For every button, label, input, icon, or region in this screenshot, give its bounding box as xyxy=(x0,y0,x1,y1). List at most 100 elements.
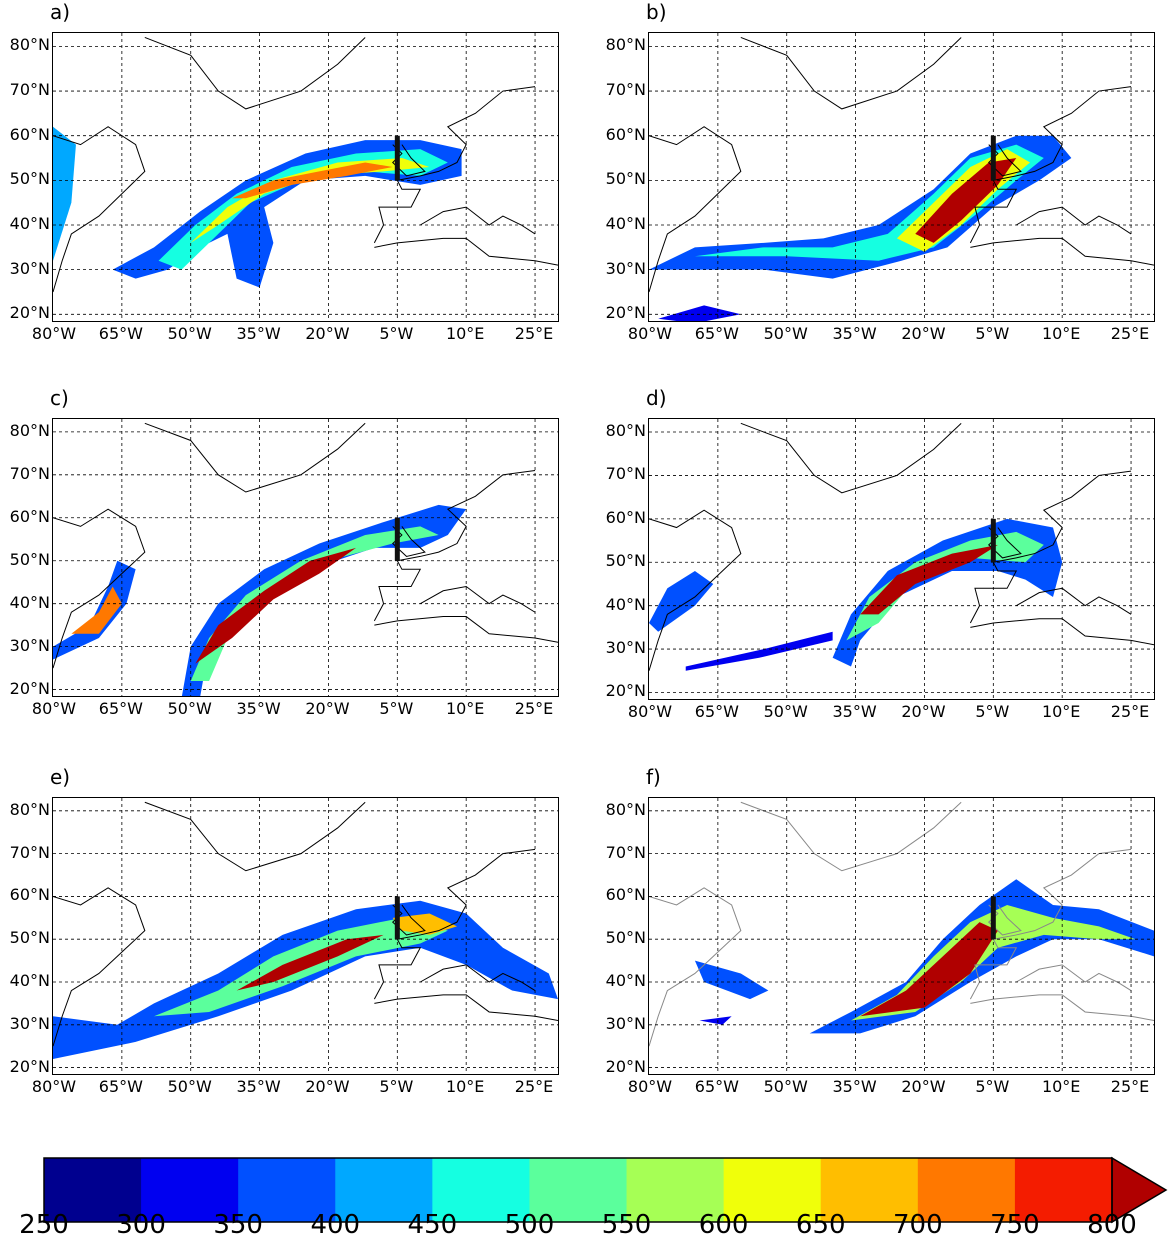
coastline xyxy=(53,508,146,669)
lat-tick-label: 40°N xyxy=(605,594,646,614)
colorbar-tick-label: 500 xyxy=(504,1210,555,1240)
coastline xyxy=(969,848,1132,1000)
coastline xyxy=(969,470,1132,624)
map-svg xyxy=(53,798,558,1074)
lat-tick-label: 50°N xyxy=(605,169,646,189)
colorbar-segment xyxy=(432,1158,530,1222)
lon-tick-label: 65°W xyxy=(98,324,143,343)
lon-tick-label: 65°W xyxy=(694,324,739,343)
lon-tick-label: 80°W xyxy=(31,699,77,718)
colorbar-tick-label: 450 xyxy=(407,1210,458,1240)
lat-tick-label: 80°N xyxy=(605,35,646,55)
colorbar-segment xyxy=(335,1158,433,1222)
colorbar-segment xyxy=(626,1158,725,1222)
panel-label: c) xyxy=(50,386,69,410)
lat-tick-label: 70°N xyxy=(9,463,50,483)
lon-tick-label: 65°W xyxy=(694,702,739,721)
lon-tick-label: 80°W xyxy=(627,702,673,721)
lat-tick-label: 40°N xyxy=(9,592,50,612)
lat-tick-label: 80°N xyxy=(9,420,50,440)
lat-tick-label: 70°N xyxy=(605,80,646,100)
lon-tick-label: 10°E xyxy=(1041,702,1081,721)
lat-tick-label: 80°N xyxy=(605,799,646,819)
colorbar-segment xyxy=(917,1158,1016,1222)
coastline xyxy=(740,422,962,494)
wind-contour xyxy=(181,504,467,696)
lat-tick-label: 70°N xyxy=(9,842,50,862)
lon-tick-label: 35°W xyxy=(832,1077,877,1096)
wind-contour xyxy=(658,305,741,321)
colorbar-segment xyxy=(238,1158,336,1222)
lat-tick-label: 20°N xyxy=(605,681,646,701)
map-plot-area xyxy=(52,418,559,697)
coastline xyxy=(392,144,426,177)
coastline xyxy=(649,887,742,1047)
wind-contour xyxy=(649,570,714,632)
lat-tick-label: 60°N xyxy=(9,506,50,526)
lon-tick-label: 10°E xyxy=(445,324,485,343)
lon-tick-label: 80°W xyxy=(31,324,77,343)
lat-tick-label: 20°N xyxy=(605,303,646,323)
map-svg xyxy=(53,419,558,696)
map-svg xyxy=(649,798,1154,1074)
lat-tick-label: 60°N xyxy=(605,124,646,144)
colorbar-segment xyxy=(44,1158,142,1222)
lon-tick-label: 80°W xyxy=(627,324,673,343)
lat-tick-label: 50°N xyxy=(605,928,646,948)
wind-contour xyxy=(53,126,76,261)
lon-tick-label: 50°W xyxy=(167,699,212,718)
lat-tick-label: 20°N xyxy=(9,678,50,698)
lat-tick-label: 30°N xyxy=(9,635,50,655)
wind-contour xyxy=(195,547,356,664)
coastline xyxy=(649,509,742,671)
lon-tick-label: 25°E xyxy=(514,324,554,343)
lat-tick-label: 30°N xyxy=(9,258,50,278)
wind-contour xyxy=(71,586,122,634)
lat-tick-label: 50°N xyxy=(9,549,50,569)
colorbar-segment xyxy=(723,1158,822,1222)
lon-tick-label: 5°W xyxy=(379,324,414,343)
lat-tick-label: 80°N xyxy=(605,421,646,441)
lon-tick-label: 20°W xyxy=(901,1077,946,1096)
lat-tick-label: 40°N xyxy=(9,214,50,233)
coastline xyxy=(649,126,742,293)
lon-tick-label: 10°E xyxy=(445,1077,485,1096)
lat-tick-label: 60°N xyxy=(9,885,50,905)
coastline xyxy=(1016,206,1132,235)
coastline xyxy=(987,904,1022,936)
lon-tick-label: 65°W xyxy=(694,1077,739,1096)
lon-tick-label: 35°W xyxy=(236,699,281,718)
lat-tick-label: 20°N xyxy=(605,1056,646,1076)
lon-tick-label: 65°W xyxy=(98,1077,143,1096)
lon-tick-label: 35°W xyxy=(832,324,877,343)
panel-label: d) xyxy=(646,386,667,410)
lon-tick-label: 5°W xyxy=(975,324,1010,343)
lon-tick-label: 50°W xyxy=(763,324,808,343)
wind-contour xyxy=(694,960,769,1000)
lat-tick-label: 70°N xyxy=(605,464,646,484)
coastline xyxy=(988,144,1022,177)
coastline xyxy=(987,527,1022,559)
map-svg xyxy=(649,33,1154,321)
lat-tick-label: 80°N xyxy=(9,35,50,55)
colorbar-tick-label: 550 xyxy=(601,1210,652,1240)
map-plot-area xyxy=(648,797,1155,1075)
colorbar-tick-label: 600 xyxy=(698,1210,749,1240)
colorbar-segment xyxy=(141,1158,239,1222)
lon-tick-label: 65°W xyxy=(98,699,143,718)
lon-tick-label: 35°W xyxy=(832,702,877,721)
lon-tick-label: 5°W xyxy=(975,702,1010,721)
lon-tick-label: 25°E xyxy=(1110,702,1150,721)
lon-tick-label: 25°E xyxy=(1110,324,1150,343)
coastline xyxy=(1016,587,1132,615)
map-svg xyxy=(53,33,558,321)
coastline xyxy=(144,36,366,110)
lon-tick-label: 10°E xyxy=(1041,324,1081,343)
colorbar-tick-label: 800 xyxy=(1087,1210,1137,1240)
coastline xyxy=(391,904,426,936)
colorbar-segment xyxy=(529,1158,628,1222)
lon-tick-label: 20°W xyxy=(901,702,946,721)
wind-contour xyxy=(699,1016,732,1025)
panel-label: b) xyxy=(646,0,667,24)
colorbar-segment xyxy=(1014,1158,1113,1222)
